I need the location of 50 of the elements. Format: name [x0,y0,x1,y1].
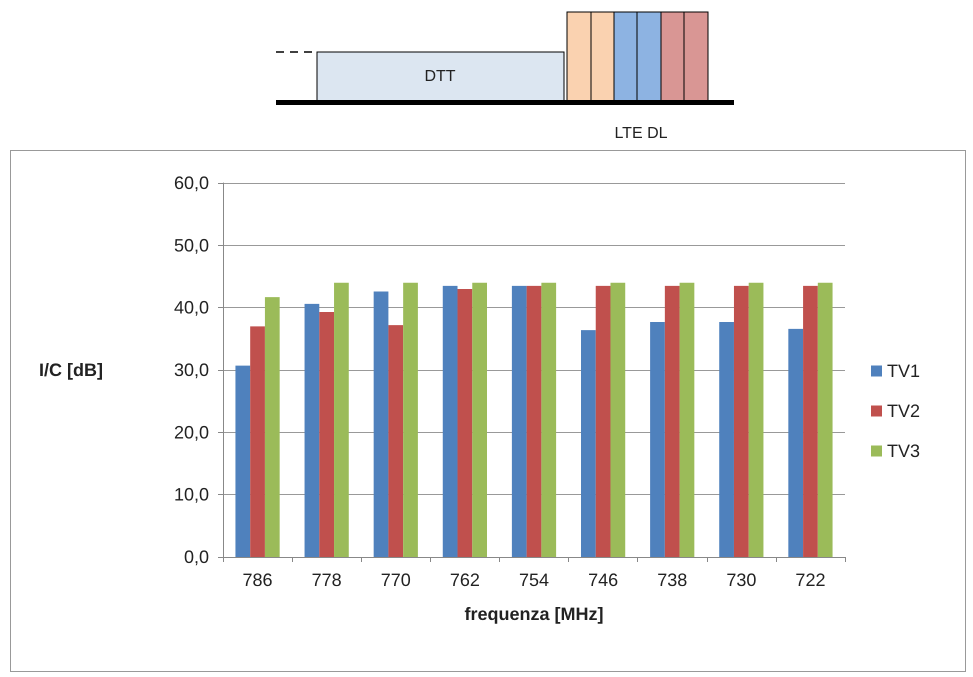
bar [403,282,418,557]
bar [526,286,542,557]
bar [788,328,804,557]
bar [650,322,665,557]
y-tick-label: 50,0 [174,235,209,256]
bar [250,326,265,557]
y-tick-label: 0,0 [184,547,209,567]
bar [304,304,320,557]
bar [596,286,610,557]
bar [374,291,388,557]
bar [664,286,680,557]
y-tick-label: 20,0 [174,422,209,442]
legend-label: TV2 [886,401,920,421]
y-tick-label: 30,0 [174,360,209,380]
x-tick-label: 722 [795,570,826,590]
y-tick-label: 60,0 [174,173,209,193]
text: LTE DL [614,125,668,142]
bar [458,288,472,557]
text: DTT [424,68,456,85]
bar [803,286,818,557]
bar [580,330,596,557]
bar [541,282,556,557]
bar [719,322,734,557]
y-tick-label: 10,0 [174,484,209,505]
bar [235,366,250,557]
bar [334,282,349,557]
bar [512,286,527,557]
x-tick-label: 754 [518,570,550,590]
bar [264,297,280,557]
x-tick-label: 730 [726,570,756,590]
bar [388,325,404,557]
bar [610,282,626,557]
bar [472,282,488,557]
x-axis-title: frequenza [MHz] [464,604,604,624]
x-tick-label: 738 [657,570,688,590]
bar [818,282,833,557]
x-tick-label: 778 [312,570,342,590]
legend-label: TV3 [886,441,920,461]
bar [442,286,458,557]
legend-label: TV1 [886,361,920,381]
y-axis-title: I/C [dB] [39,360,103,380]
x-tick-label: 762 [450,570,480,590]
x-tick-label: 786 [242,570,273,590]
x-tick-label: 746 [588,570,618,590]
x-tick-label: 770 [380,570,411,590]
bar [734,286,749,557]
bar [319,312,334,557]
y-tick-label: 40,0 [174,298,209,318]
bar [680,282,694,557]
bar [748,282,764,557]
